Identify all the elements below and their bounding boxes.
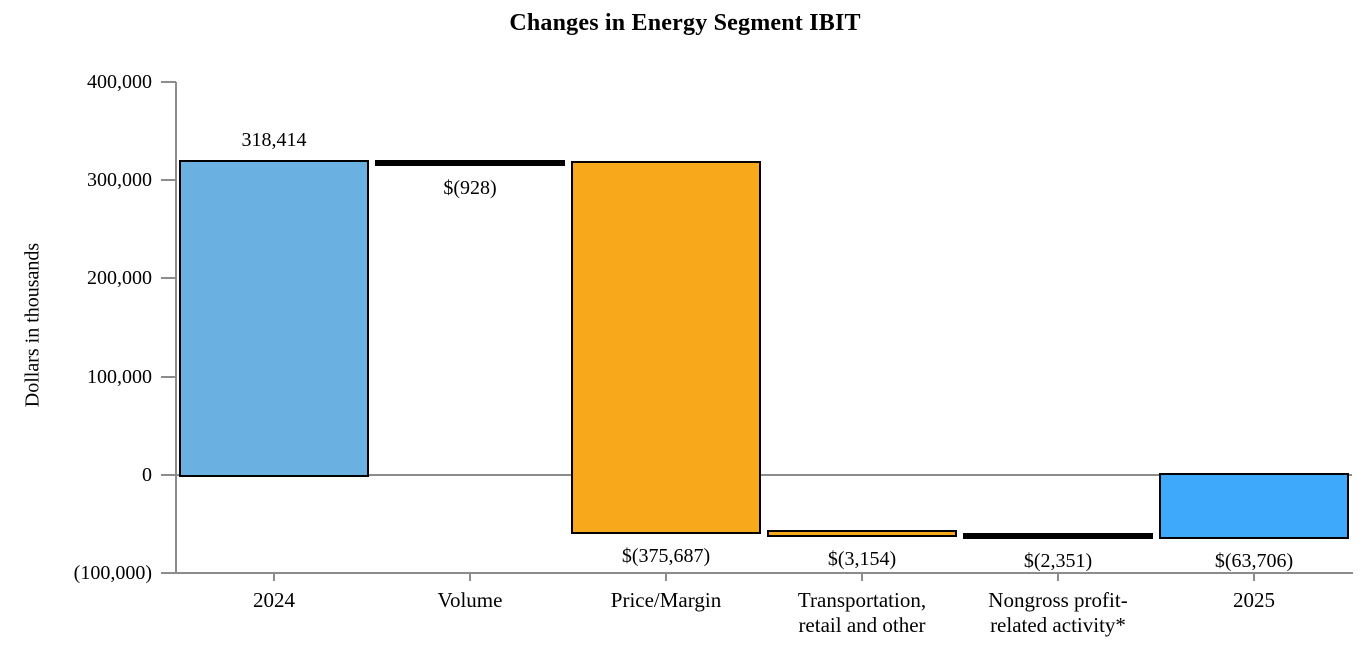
chart-title: Changes in Energy Segment IBIT bbox=[509, 10, 861, 36]
x-tick-mark-2024 bbox=[273, 574, 275, 581]
x-category-label-line-nongross-profit-related-activity-1: related activity* bbox=[990, 613, 1126, 637]
y-tick-mark-100-000 bbox=[161, 572, 176, 574]
x-tick-mark-price-margin bbox=[665, 574, 667, 581]
y-tick-mark-0 bbox=[161, 473, 176, 476]
zero-gridline bbox=[176, 474, 1352, 476]
y-tick-label-100-000: 100,000 bbox=[87, 365, 152, 388]
value-label-volume: $(928) bbox=[443, 176, 497, 199]
x-category-label-2024: 2024 bbox=[174, 588, 374, 613]
x-tick-mark-nongross-profit-related-activity bbox=[1057, 574, 1059, 581]
x-tick-mark-2025 bbox=[1253, 574, 1255, 581]
x-category-label-line-transportation-retail-and-other-1: retail and other bbox=[798, 613, 926, 637]
x-tick-mark-transportation-retail-and-other bbox=[861, 574, 863, 581]
y-tick-label-100-000: (100,000) bbox=[73, 562, 152, 584]
y-tick-label-300-000: 300,000 bbox=[87, 169, 152, 192]
y-tick-label-0: 0 bbox=[142, 463, 152, 486]
value-label-price-margin: $(375,687) bbox=[621, 544, 711, 567]
y-tick-mark-300-000 bbox=[161, 179, 176, 182]
x-category-label-price-margin: Price/Margin bbox=[566, 588, 766, 613]
x-category-label-line-transportation-retail-and-other-0: Transportation, bbox=[797, 588, 927, 612]
value-label-2024: 318,414 bbox=[241, 129, 307, 152]
value-label-2025: $(63,706) bbox=[1214, 550, 1294, 573]
x-category-label-line-2024-0: 2024 bbox=[253, 588, 295, 612]
x-category-label-line-2025-0: 2025 bbox=[1233, 588, 1275, 612]
value-label-transportation-retail-and-other: $(3,154) bbox=[827, 548, 897, 571]
x-category-label-line-price-margin-0: Price/Margin bbox=[610, 588, 722, 612]
x-category-label-line-volume-0: Volume bbox=[437, 588, 503, 612]
y-tick-mark-400-000 bbox=[161, 81, 176, 83]
y-tick-mark-200-000 bbox=[161, 277, 176, 280]
x-category-label-nongross-profit-related-activity: Nongross profit-related activity* bbox=[958, 588, 1158, 638]
x-tick-mark-volume bbox=[469, 574, 471, 581]
bar-2025 bbox=[1159, 472, 1349, 540]
bar-volume bbox=[375, 159, 565, 166]
y-axis-line bbox=[175, 82, 177, 574]
x-category-label-volume: Volume bbox=[370, 588, 570, 613]
x-axis-line bbox=[161, 572, 1353, 574]
y-tick-label-200-000: 200,000 bbox=[87, 267, 152, 290]
bar-nongross-profit-related-activity bbox=[963, 533, 1153, 540]
bar-transportation-retail-and-other bbox=[767, 529, 957, 538]
bar-price-margin bbox=[571, 161, 761, 534]
x-category-label-line-nongross-profit-related-activity-0: Nongross profit- bbox=[988, 588, 1128, 612]
x-category-label-2025: 2025 bbox=[1154, 588, 1354, 613]
x-category-label-transportation-retail-and-other: Transportation, retail and other bbox=[762, 588, 962, 638]
value-label-nongross-profit-related-activity: $(2,351) bbox=[1023, 550, 1093, 573]
y-tick-mark-100-000 bbox=[161, 375, 176, 378]
y-tick-label-400-000: 400,000 bbox=[87, 71, 152, 93]
bar-2024 bbox=[179, 160, 369, 477]
